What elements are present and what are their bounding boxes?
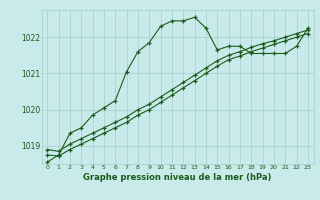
X-axis label: Graphe pression niveau de la mer (hPa): Graphe pression niveau de la mer (hPa): [84, 173, 272, 182]
